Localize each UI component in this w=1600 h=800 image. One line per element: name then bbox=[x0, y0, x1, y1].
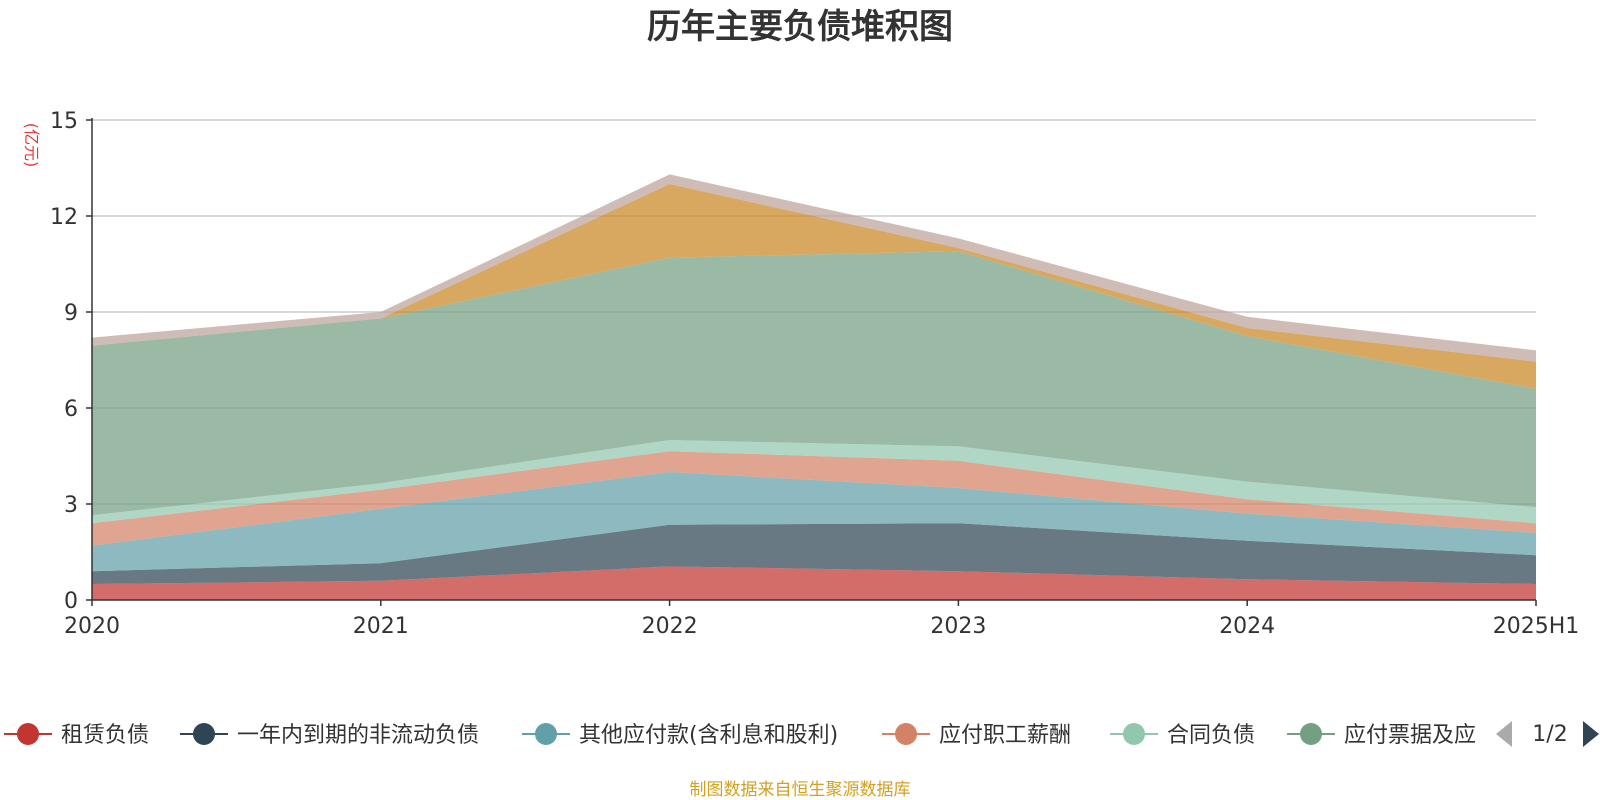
legend-dot-marker bbox=[535, 723, 557, 745]
x-tick-label: 2025H1 bbox=[1493, 614, 1580, 639]
y-tick-label: 15 bbox=[50, 109, 78, 134]
y-tick-label: 3 bbox=[64, 493, 78, 518]
y-tick-label: 6 bbox=[64, 397, 78, 422]
x-tick-label: 2020 bbox=[64, 614, 120, 639]
legend-item[interactable]: 合同负债 bbox=[1110, 723, 1255, 748]
area-series-5 bbox=[92, 251, 1536, 516]
legend-item[interactable]: 应付票据及应 bbox=[1287, 723, 1476, 748]
legend-item[interactable]: 一年内到期的非流动负债 bbox=[180, 723, 479, 748]
legend-next-page-icon[interactable] bbox=[1583, 721, 1599, 747]
legend-dot-marker bbox=[1123, 723, 1145, 745]
legend-item[interactable]: 应付职工薪酬 bbox=[882, 723, 1071, 748]
legend-label: 一年内到期的非流动负债 bbox=[237, 723, 479, 748]
x-tick-label: 2023 bbox=[930, 614, 986, 639]
x-tick-label: 2022 bbox=[642, 614, 698, 639]
data-source-note: 制图数据来自恒生聚源数据库 bbox=[690, 780, 911, 800]
legend-dot-marker bbox=[193, 723, 215, 745]
area-series-6 bbox=[92, 184, 1536, 389]
legend-label: 合同负债 bbox=[1167, 723, 1255, 748]
area-series bbox=[92, 174, 1536, 600]
y-axis-unit-label: (亿元) bbox=[22, 123, 41, 168]
y-tick-label: 0 bbox=[64, 589, 78, 614]
chart-title: 历年主要负债堆积图 bbox=[647, 7, 953, 47]
legend-page-indicator: 1/2 bbox=[1532, 722, 1567, 747]
legend: 租赁负债 一年内到期的非流动负债 其他应付款(含利息和股利) 应付职工薪酬 合同负债 应付… bbox=[4, 723, 1476, 748]
legend-item[interactable]: 租赁负债 bbox=[4, 723, 149, 748]
y-tick-label: 9 bbox=[64, 301, 78, 326]
legend-label: 应付职工薪酬 bbox=[939, 723, 1071, 748]
legend-dot-marker bbox=[1300, 723, 1322, 745]
area-series-7 bbox=[92, 174, 1536, 362]
x-tick-label: 2021 bbox=[353, 614, 409, 639]
area-series-3 bbox=[92, 451, 1536, 546]
legend-label: 租赁负债 bbox=[61, 723, 149, 748]
legend-item[interactable]: 其他应付款(含利息和股利) bbox=[522, 723, 838, 748]
area-series-0 bbox=[92, 566, 1536, 600]
legend-dot-marker bbox=[17, 723, 39, 745]
legend-items: 租赁负债 一年内到期的非流动负债 其他应付款(含利息和股利) 应付职工薪酬 合同负债 应付… bbox=[4, 723, 1476, 748]
legend-dot-marker bbox=[895, 723, 917, 745]
x-tick-label: 2024 bbox=[1219, 614, 1275, 639]
area-series-2 bbox=[92, 472, 1536, 572]
legend-pager: 1/2 bbox=[1496, 721, 1599, 747]
legend-label: 应付票据及应 bbox=[1344, 723, 1476, 748]
legend-label: 其他应付款(含利息和股利) bbox=[579, 723, 838, 748]
axes: 0 3 6 9 12 15 2020 2021 2022 2023 2024 2025H1 bbox=[50, 109, 1579, 639]
area-series-1 bbox=[92, 523, 1536, 584]
y-tick-label: 12 bbox=[50, 205, 78, 230]
legend-prev-page-icon[interactable] bbox=[1496, 721, 1512, 747]
